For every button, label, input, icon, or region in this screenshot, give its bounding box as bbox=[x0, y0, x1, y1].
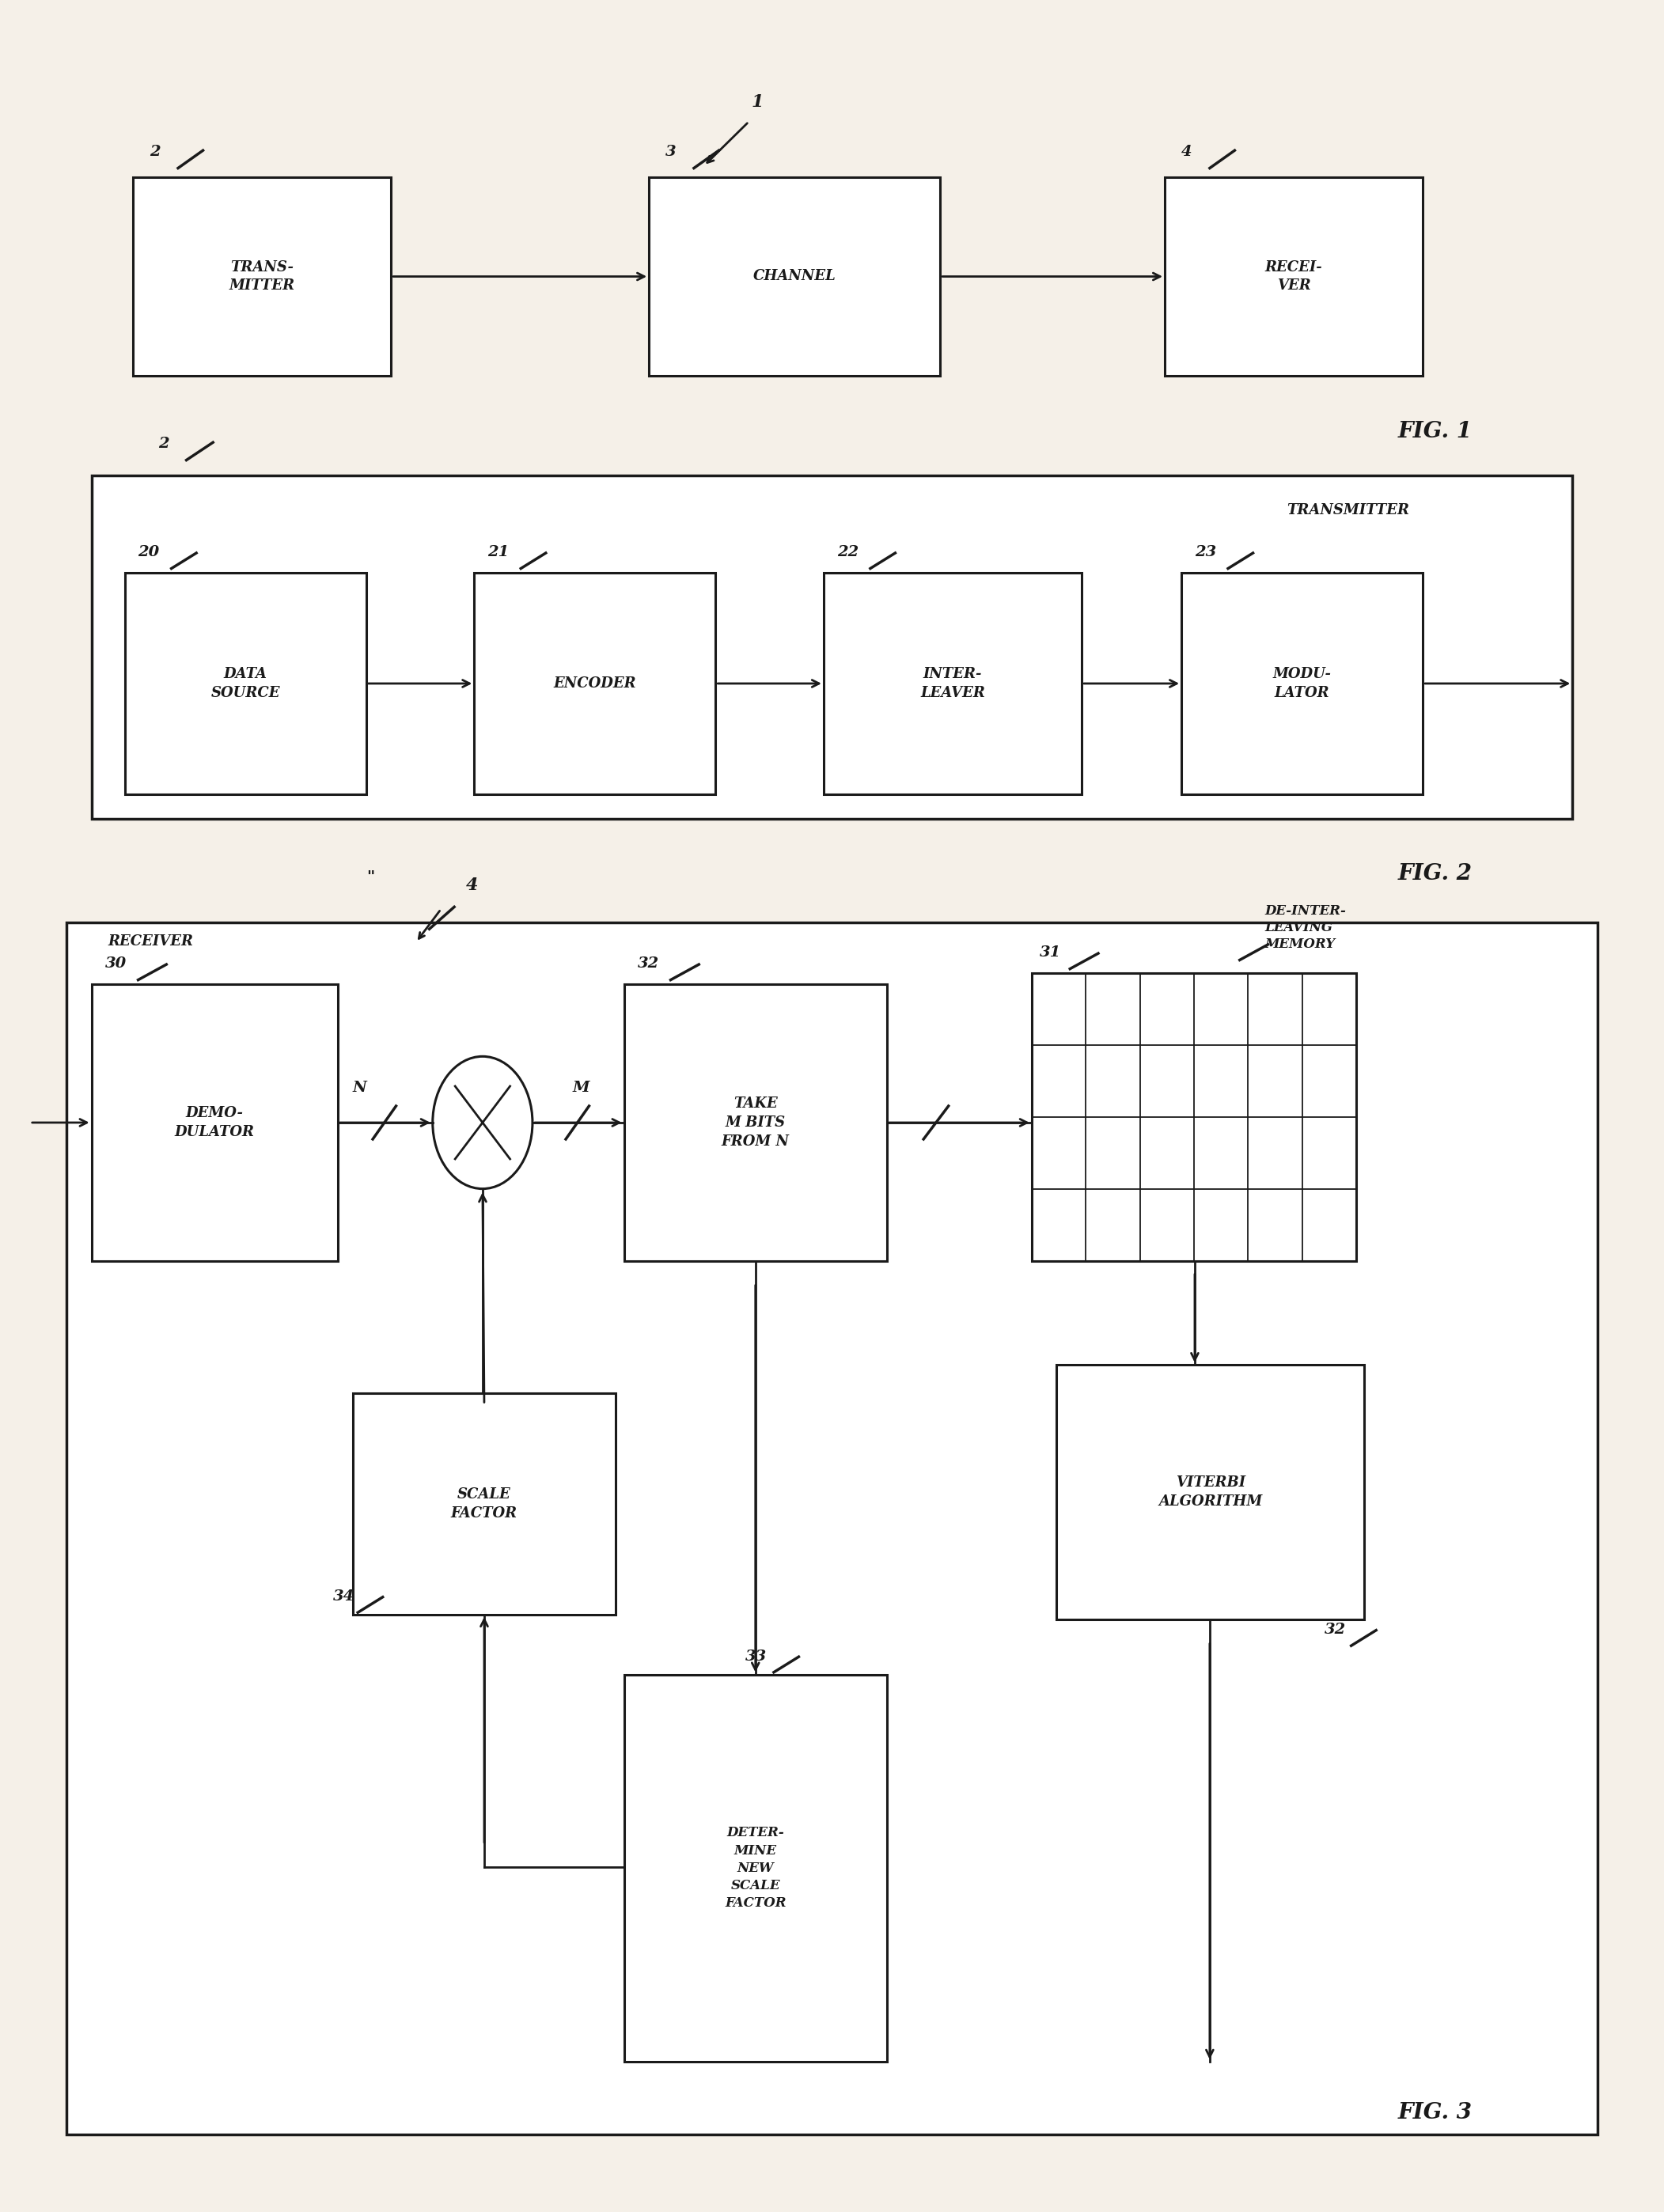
Text: 3: 3 bbox=[666, 146, 676, 159]
Text: FIG. 1: FIG. 1 bbox=[1398, 420, 1473, 442]
Text: 4: 4 bbox=[1181, 146, 1191, 159]
Text: CHANNEL: CHANNEL bbox=[754, 270, 835, 283]
Bar bbox=[624, 1674, 887, 2062]
Text: RECEI-
VER: RECEI- VER bbox=[1265, 261, 1323, 292]
Text: 2: 2 bbox=[150, 146, 160, 159]
Text: 32: 32 bbox=[1325, 1624, 1346, 1637]
Bar bbox=[1057, 1365, 1364, 1619]
Bar bbox=[649, 177, 940, 376]
Bar bbox=[474, 573, 716, 794]
Text: TRANS-
MITTER: TRANS- MITTER bbox=[230, 261, 295, 292]
Text: DE-INTER-
LEAVING
MEMORY: DE-INTER- LEAVING MEMORY bbox=[1265, 905, 1346, 951]
Text: DETER-
MINE
NEW
SCALE
FACTOR: DETER- MINE NEW SCALE FACTOR bbox=[726, 1827, 785, 1909]
Bar bbox=[1181, 573, 1423, 794]
Text: INTER-
LEAVER: INTER- LEAVER bbox=[920, 668, 985, 699]
Text: 32: 32 bbox=[637, 958, 659, 971]
Bar bbox=[67, 922, 1597, 2135]
Text: 21: 21 bbox=[488, 546, 509, 560]
Text: 30: 30 bbox=[105, 958, 126, 971]
Text: TAKE
M BITS
FROM N: TAKE M BITS FROM N bbox=[722, 1097, 789, 1148]
Bar bbox=[353, 1394, 616, 1615]
Text: 23: 23 bbox=[1195, 546, 1216, 560]
Text: 2: 2 bbox=[158, 438, 168, 451]
Text: FIG. 3: FIG. 3 bbox=[1398, 2101, 1473, 2124]
Text: ": " bbox=[366, 872, 374, 885]
Text: N: N bbox=[353, 1082, 366, 1095]
Bar bbox=[133, 177, 391, 376]
Bar bbox=[92, 984, 338, 1261]
Text: 33: 33 bbox=[745, 1650, 767, 1663]
Text: DEMO-
DULATOR: DEMO- DULATOR bbox=[175, 1106, 255, 1139]
Ellipse shape bbox=[433, 1057, 532, 1188]
Text: 4: 4 bbox=[466, 876, 478, 894]
Text: 20: 20 bbox=[138, 546, 160, 560]
Text: RECEIVER: RECEIVER bbox=[108, 936, 193, 949]
Bar bbox=[1165, 177, 1423, 376]
Text: 1: 1 bbox=[750, 93, 764, 111]
Text: 34: 34 bbox=[333, 1590, 354, 1604]
Text: DATA
SOURCE: DATA SOURCE bbox=[211, 668, 280, 699]
Text: 22: 22 bbox=[837, 546, 859, 560]
Bar bbox=[1032, 973, 1356, 1261]
Text: MODU-
LATOR: MODU- LATOR bbox=[1273, 668, 1331, 699]
Text: SCALE
FACTOR: SCALE FACTOR bbox=[451, 1489, 518, 1520]
Bar bbox=[824, 573, 1082, 794]
Text: ENCODER: ENCODER bbox=[554, 677, 636, 690]
Text: M: M bbox=[572, 1082, 589, 1095]
Text: FIG. 2: FIG. 2 bbox=[1398, 863, 1473, 885]
Text: 31: 31 bbox=[1040, 947, 1062, 960]
Text: VITERBI
ALGORITHM: VITERBI ALGORITHM bbox=[1158, 1475, 1263, 1509]
Bar bbox=[125, 573, 366, 794]
Bar bbox=[624, 984, 887, 1261]
Bar bbox=[92, 476, 1572, 818]
Text: TRANSMITTER: TRANSMITTER bbox=[1286, 504, 1409, 518]
